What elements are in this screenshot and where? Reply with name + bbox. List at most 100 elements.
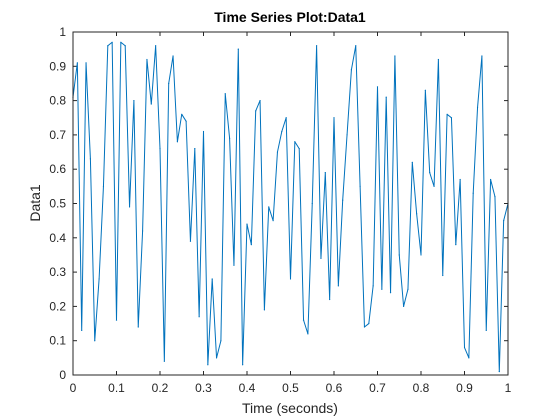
data-point	[224, 93, 226, 95]
data-point	[285, 117, 287, 119]
x-tick-label: 0.2	[152, 381, 169, 395]
y-tick-label: 0.7	[49, 128, 66, 142]
data-point	[250, 244, 252, 246]
data-point	[342, 199, 344, 201]
x-tick-label: 0.4	[239, 381, 256, 395]
axis-ticks	[72, 31, 509, 376]
data-point	[490, 178, 492, 181]
data-point	[468, 357, 470, 359]
data-point	[89, 158, 91, 160]
x-axis-label: Time (seconds)	[242, 400, 338, 416]
data-point	[324, 172, 326, 174]
data-point	[220, 340, 222, 342]
data-point	[476, 106, 479, 109]
data-point	[298, 148, 300, 150]
data-point	[372, 285, 374, 287]
x-tick-label: 0.9	[456, 381, 473, 395]
data-point	[155, 45, 157, 47]
data-point	[198, 316, 200, 318]
data-point	[150, 103, 152, 105]
data-point	[142, 230, 144, 232]
data-point	[385, 96, 387, 98]
data-point	[394, 55, 396, 57]
data-point	[442, 274, 444, 277]
data-point	[420, 254, 422, 256]
data-point	[76, 62, 78, 64]
plot-area	[73, 32, 508, 375]
data-point	[255, 110, 257, 112]
data-point	[485, 329, 487, 332]
data-point	[307, 333, 309, 335]
x-tick-label: 0.6	[326, 381, 343, 395]
data-point	[168, 82, 170, 85]
data-point	[350, 69, 352, 71]
data-point	[494, 196, 496, 198]
data-point	[246, 223, 248, 225]
y-tick-label: 0.3	[49, 265, 66, 279]
x-tick-label: 0.3	[195, 381, 212, 395]
data-point	[437, 58, 439, 61]
data-point	[115, 319, 118, 321]
data-point	[376, 86, 379, 88]
data-point	[363, 326, 366, 328]
data-point	[146, 58, 148, 61]
data-point	[102, 185, 105, 187]
data-point	[381, 288, 383, 290]
x-tick-label: 0.8	[413, 381, 430, 395]
data-point	[124, 45, 126, 47]
y-tick-label: 0	[59, 368, 66, 382]
x-tick-label: 1	[505, 381, 512, 395]
data-point	[263, 309, 265, 311]
data-point	[120, 41, 122, 43]
data-point	[472, 192, 474, 194]
data-point	[176, 141, 178, 143]
data-point	[107, 45, 109, 47]
y-tick-label: 0.8	[49, 94, 66, 108]
data-point	[416, 213, 418, 215]
data-point	[294, 141, 296, 143]
y-tick-label: 0.6	[49, 162, 66, 176]
data-point	[455, 244, 457, 246]
data-point	[133, 100, 135, 102]
data-point	[346, 134, 348, 136]
x-tick-label: 0.7	[369, 381, 386, 395]
data-point	[316, 45, 318, 47]
data-point	[368, 322, 370, 325]
data-point	[229, 137, 231, 139]
y-tick-label: 0.1	[49, 334, 66, 348]
series-points-1	[72, 41, 509, 373]
data-point	[85, 62, 87, 64]
data-point	[320, 257, 322, 259]
data-point	[411, 161, 413, 163]
data-point	[498, 370, 500, 373]
data-point	[259, 100, 261, 102]
data-point	[194, 148, 196, 150]
data-point	[237, 48, 239, 50]
data-point	[429, 172, 431, 174]
data-point	[329, 298, 331, 301]
data-point	[433, 185, 435, 187]
x-tick-label: 0	[70, 381, 77, 395]
plot-box	[72, 31, 509, 376]
data-point	[302, 319, 305, 321]
data-point	[111, 41, 113, 43]
data-point	[333, 117, 335, 119]
data-point	[98, 278, 100, 280]
y-tick-label: 0.5	[49, 197, 66, 211]
data-point	[276, 151, 279, 153]
data-point	[137, 326, 139, 328]
y-tick-label: 1	[59, 25, 66, 39]
data-point	[463, 346, 466, 349]
data-point	[128, 206, 131, 208]
data-point	[403, 305, 405, 307]
data-point	[389, 292, 392, 294]
y-axis-label: Data1	[27, 184, 43, 222]
data-point	[481, 55, 483, 57]
data-point	[215, 357, 218, 359]
tick-labels: 0 0.1 0.2 0.3 0.4 0.5 0.6 0.7 0.8 0.9 1 0 0.1 0.2 0.3 0…	[49, 25, 511, 395]
data-point	[424, 89, 426, 91]
chart-title: Time Series Plot:Data1	[214, 9, 366, 25]
data-point	[181, 113, 183, 115]
y-tick-label: 0.4	[49, 231, 66, 245]
